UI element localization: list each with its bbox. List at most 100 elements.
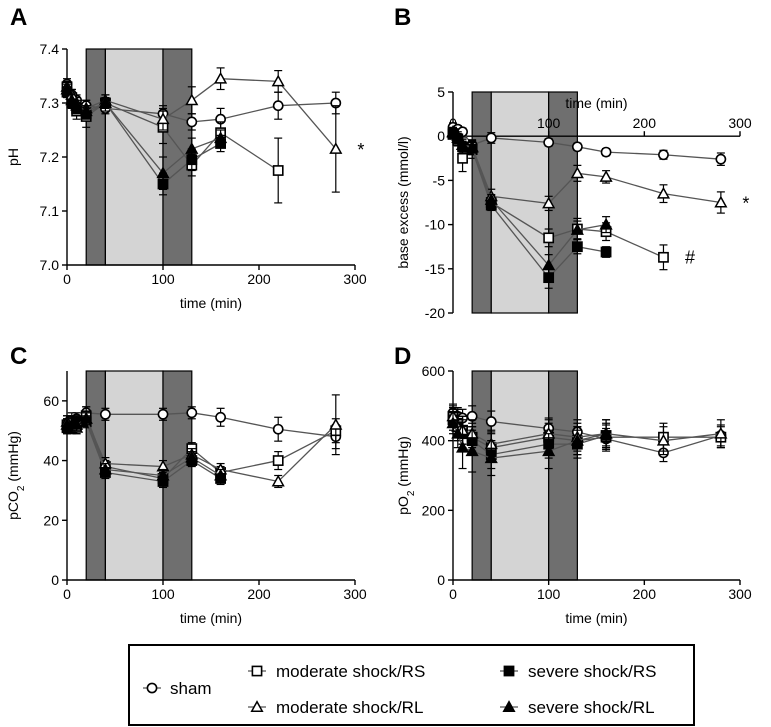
panel-a-y-tick-label: 7.1 [40,203,60,219]
panel-c-data-point [98,462,112,475]
panel-c-data-point [185,450,199,463]
panel-a-y-tick-label: 7.0 [40,257,60,273]
panel-c-y-tick-label: 40 [43,453,59,469]
panel-a-shaded-band [85,48,106,266]
panel-b-data-point [714,195,728,208]
panel-a-x-tick-label: 200 [247,271,271,287]
panel-c-x-tick-label: 100 [151,586,175,602]
panel-b-annotation: # [685,247,695,267]
legend-label: sham [170,679,212,698]
panel-a-y-tick-label: 7.3 [40,95,60,111]
panel-b-y-tick-label: -20 [425,305,445,321]
panel-c-data-point [100,408,111,420]
panel-d-data-point [465,444,479,457]
panel-c-data-point [157,408,169,420]
panel-a-data-point [156,112,170,125]
panel-b-y-tick-label: -10 [425,217,445,233]
panel-a-x-tick-label: 300 [343,271,367,287]
panel-c-x-tick-label: 300 [343,586,367,602]
panel-b-y-tick-label: 5 [437,84,445,100]
panel-d-letter: D [394,343,411,370]
legend-item-sham: sham [143,679,212,698]
panel-b-data-point [543,136,555,148]
panel-b-annotation: * [742,194,749,214]
legend: sham moderate shock/RS severe shock/RS mode… [128,644,695,726]
legend-label: severe shock/RL [528,698,655,717]
panel-c-data-point [329,417,343,430]
panel-d-y-tick-label: 0 [437,572,445,588]
panel-b-data-point [600,246,612,258]
panel-a-y-tick-label: 7.4 [40,41,60,57]
panel-b-x-axis-title: time (min) [565,95,627,111]
panel-a-x-axis-title: time (min) [180,295,242,311]
panel-c-data-point [271,474,285,487]
panel-d-data-point [599,426,613,439]
panel-c-data-point [214,468,228,481]
legend-marker-modRL [250,700,264,712]
legend-item-sevRL: severe shock/RL [500,698,655,717]
legend-item-modRS: moderate shock/RS [248,662,425,681]
panel-a-data-point [271,74,285,87]
panel-b-data-point [599,217,613,230]
panel-d-data-point [451,426,465,439]
panel-a-shaded-band [104,48,164,266]
panel-d-data-point [456,440,470,453]
panel-a-data-point [272,100,284,112]
panel-c-x-tick-label: 0 [63,586,71,602]
panel-d-shaded-band [548,370,578,581]
panel-b-data-point [570,223,584,235]
panel-b-data-point [656,186,671,199]
panel-b: B-20-15-10-5050100200300time (min)base e… [394,4,752,321]
panel-d-y-tick-label: 400 [422,433,446,449]
panel-b-x-tick-label: 300 [728,115,752,131]
panel-c-data-point [70,417,84,430]
panel-a-data-point [272,165,284,176]
panel-b-data-point [571,241,583,253]
panel-a-data-point [79,104,93,117]
legend-item-modRL: moderate shock/RL [248,698,423,717]
legend-label: moderate shock/RL [276,698,423,717]
panel-d-y-tick-label: 600 [422,363,446,379]
panel-d-data-point [570,433,584,446]
panel-b-data-point [465,140,479,153]
legend-marker-sevRS [503,665,515,677]
panel-a-data-point [65,93,79,106]
panel-c-y-tick-label: 0 [51,572,59,588]
panel-a-series-sevRL [60,82,228,190]
panel-b-letter: B [394,4,411,31]
panel-c-data-point [215,411,226,423]
panel-b-series-sevRL [446,125,613,277]
panel-d-data-point [485,416,497,427]
legend-label: moderate shock/RS [276,662,425,681]
panel-b-x-tick-label: 200 [633,115,657,131]
panel-b-data-point [542,258,556,271]
legend-label: severe shock/RS [528,662,657,681]
panel-b-y-tick-label: 0 [437,128,445,144]
panel-c-data-point [272,423,284,435]
panel-c-y-tick-label: 60 [43,393,59,409]
panel-b-data-point [543,232,555,244]
panel-c-data-point [79,411,93,424]
panel-a-y-axis-title: pH [5,148,21,166]
panel-d: D 0 200 400 600 0 100 200 300 time (min) pO2 (mmHg… [394,343,752,626]
panel-d-x-tick-label: 0 [449,586,457,602]
panel-c-x-tick-label: 200 [247,586,271,602]
legend-items: sham moderate shock/RS severe shock/RS mode… [143,662,657,717]
panel-a-annotation: * [357,140,364,160]
panel-c-series-sevRL [60,411,228,483]
legend-marker-modRS [251,665,263,677]
panel-b-data-point [456,138,470,151]
panel-d-series-sevRL [446,412,613,477]
panel-c-data-point [156,468,170,481]
panel-d-x-tick-label: 300 [728,586,752,602]
panel-d-data-point [714,426,728,439]
panel-b-data-point [485,132,497,144]
panel-d-data-point [542,444,556,457]
panel-b-x-tick-label: 100 [537,115,561,131]
legend-marker-sevRL [502,700,516,712]
panel-b-data-point [484,193,498,205]
panel-a-data-point [214,71,228,84]
panel-c-shaded-band [104,370,164,581]
panel-a-data-point [186,116,198,128]
panel-d-y-tick-label: 200 [422,502,446,518]
